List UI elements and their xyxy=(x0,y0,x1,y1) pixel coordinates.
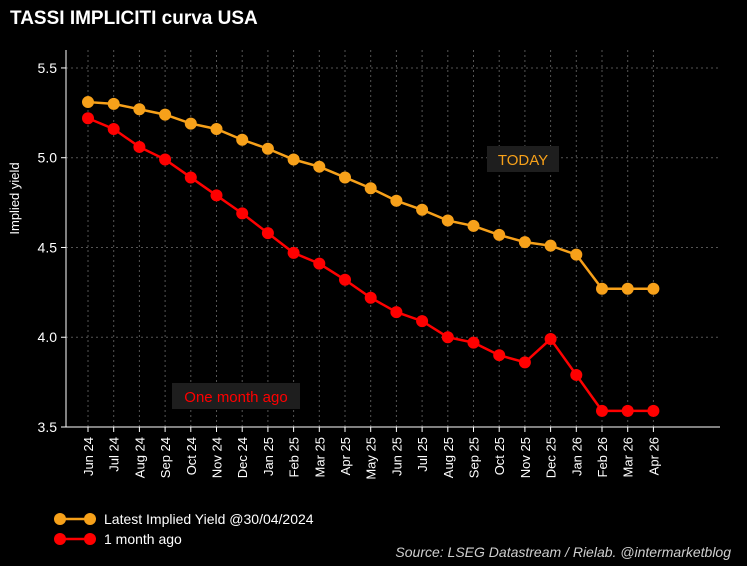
series-0-point xyxy=(210,122,223,135)
series-1-point xyxy=(236,207,249,220)
series-0-point xyxy=(339,171,351,184)
x-tick-label: Jun 24 xyxy=(81,437,96,476)
series-1-point xyxy=(570,368,583,381)
series-0-point xyxy=(82,96,94,109)
grid-lines xyxy=(66,50,720,427)
series-1-point xyxy=(596,404,608,417)
series-0-point xyxy=(364,182,377,195)
y-tick-label: 3.5 xyxy=(38,419,58,435)
series-1-point xyxy=(467,336,480,349)
series-0-point xyxy=(518,236,531,249)
annotations: TODAY One month ago xyxy=(172,146,559,409)
legend-label-latest: Latest Implied Yield @30/04/2024 xyxy=(104,511,314,527)
series-1-point xyxy=(544,333,557,346)
series-0-point xyxy=(544,239,557,252)
x-tick-label: Jul 25 xyxy=(415,437,430,472)
series-0-point xyxy=(133,103,146,116)
x-tick-label: Apr 26 xyxy=(646,437,661,475)
legend-item-month-ago: 1 month ago xyxy=(52,531,182,547)
y-tick-label: 4.0 xyxy=(38,329,58,345)
legend-marker-latest xyxy=(54,513,96,525)
series-1-point xyxy=(518,356,531,369)
series-0-point xyxy=(621,282,634,295)
annotation-label-1: One month ago xyxy=(184,389,287,406)
chart-title: TASSI IMPLICITI curva USA xyxy=(10,8,258,29)
series-1-point xyxy=(441,331,454,344)
series-0-point xyxy=(493,228,506,241)
series-1-point xyxy=(647,404,660,417)
series-1-point xyxy=(210,189,223,202)
series-0-point xyxy=(107,97,120,110)
legend-label-month-ago: 1 month ago xyxy=(104,531,182,547)
series-1-point xyxy=(364,291,377,304)
series-0-point xyxy=(416,203,429,216)
x-tick-label: Jul 24 xyxy=(107,437,122,472)
legend-item-latest: Latest Implied Yield @30/04/2024 xyxy=(52,511,314,527)
series-0-point xyxy=(467,219,480,232)
x-tick-label: Sep 25 xyxy=(467,437,482,478)
series-0-point xyxy=(261,142,274,155)
x-tick-label: Jan 25 xyxy=(261,437,276,476)
series-0-point xyxy=(313,160,326,173)
x-tick-label: May 25 xyxy=(364,437,379,480)
x-tick-label: Aug 24 xyxy=(132,437,147,478)
series-0-point xyxy=(596,282,608,295)
series-1-point xyxy=(159,153,172,166)
series-0-point xyxy=(287,153,300,166)
series-1-point xyxy=(133,140,146,153)
series-lines xyxy=(82,96,660,417)
series-1-point xyxy=(621,404,634,417)
source-note: Source: LSEG Datastream / Rielab. @inter… xyxy=(395,544,731,560)
x-tick-label: Sep 24 xyxy=(158,437,173,478)
series-0-point xyxy=(184,117,197,130)
series-1-point xyxy=(416,315,429,328)
annotation-box-1 xyxy=(172,383,300,409)
x-tick-label: Apr 25 xyxy=(338,437,353,475)
x-tick-label: Feb 26 xyxy=(595,437,610,477)
x-tick-label: Feb 25 xyxy=(287,437,302,477)
series-0-point xyxy=(647,282,660,295)
series-0-point xyxy=(159,108,172,121)
y-tick-label: 5.5 xyxy=(38,60,58,76)
axes: 3.5 4.0 4.5 5.0 5.5 Jun 24 Jul 24 Aug 24 Sep 24 O… xyxy=(7,50,720,480)
series-1-point xyxy=(339,273,351,286)
x-tick-label: Nov 25 xyxy=(518,437,533,478)
series-1-point xyxy=(82,112,94,125)
series-1-point xyxy=(313,257,326,270)
x-tick-label: Oct 24 xyxy=(184,437,199,475)
x-tick-label: Oct 25 xyxy=(492,437,507,475)
series-0-point xyxy=(570,248,583,261)
x-tick-label: Nov 24 xyxy=(210,437,225,478)
x-tick-label: Dec 24 xyxy=(235,437,250,478)
x-tick-label: Mar 26 xyxy=(621,437,636,477)
series-1-point xyxy=(184,171,197,184)
y-tick-label: 5.0 xyxy=(38,150,58,166)
x-tick-label: Aug 25 xyxy=(441,437,456,478)
x-tick-label: Jan 26 xyxy=(569,437,584,476)
series-1-point xyxy=(261,227,274,240)
y-axis-label: Implied yield xyxy=(7,162,22,234)
x-tick-label: Jun 25 xyxy=(389,437,404,476)
series-1-point xyxy=(493,349,506,362)
series-1-point xyxy=(390,306,403,319)
series-1-point xyxy=(107,122,120,135)
x-tick-label: Mar 25 xyxy=(312,437,327,477)
x-tick-label: Dec 25 xyxy=(544,437,559,478)
legend-marker-month-ago xyxy=(54,533,96,545)
series-1-point xyxy=(287,246,300,259)
series-0-point xyxy=(236,133,249,146)
annotation-box-0 xyxy=(487,146,559,172)
annotation-label-0: TODAY xyxy=(498,152,548,169)
series-0-point xyxy=(441,214,454,227)
series-0-point xyxy=(390,194,403,207)
y-tick-label: 4.5 xyxy=(38,239,58,255)
